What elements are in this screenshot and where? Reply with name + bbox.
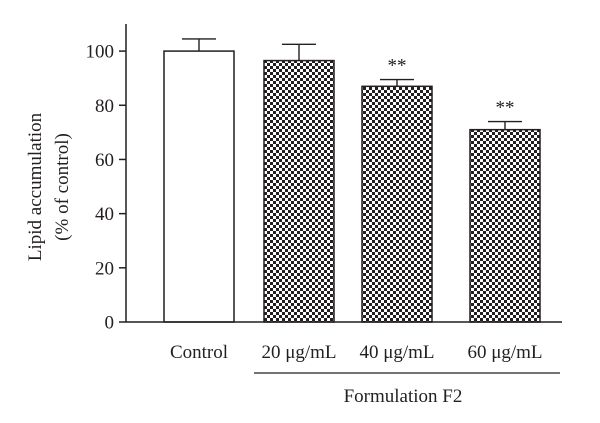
bar — [469, 128, 541, 323]
y-axis-title: Lipid accumulation (% of control) — [25, 112, 73, 261]
bar — [263, 59, 335, 323]
y-axis-title-line-2: (% of control) — [52, 133, 73, 241]
bar-group: ** — [361, 56, 433, 323]
x-tick-label: 40 μg/mL — [359, 342, 434, 363]
bars: ** ** — [163, 38, 541, 323]
significance-label: ** — [496, 98, 515, 119]
group-label: Formulation F2 — [344, 386, 463, 407]
y-tick-label: 60 — [95, 150, 114, 171]
y-tick-label: 80 — [95, 96, 114, 117]
y-axis-title-line-1: Lipid accumulation — [25, 112, 46, 261]
x-tick-label: 20 μg/mL — [261, 342, 336, 363]
x-tick-label: Control — [170, 342, 228, 363]
bar — [361, 85, 433, 323]
y-tick-label: 0 — [105, 313, 115, 334]
bar-group: ** — [469, 98, 541, 323]
bar-group — [163, 38, 235, 323]
y-tick-label: 100 — [86, 42, 115, 63]
y-tick-label: 40 — [95, 204, 114, 225]
y-axis: 0 20 40 60 80 100 — [86, 24, 127, 334]
y-tick-label: 20 — [95, 258, 114, 279]
x-tick-label: 60 μg/mL — [467, 342, 542, 363]
bar — [163, 50, 235, 323]
group-annotation: Formulation F2 — [254, 372, 560, 407]
significance-label: ** — [388, 56, 407, 77]
x-axis: Control 20 μg/mL 40 μg/mL 60 μg/mL — [126, 321, 562, 363]
bar-group — [263, 43, 335, 323]
